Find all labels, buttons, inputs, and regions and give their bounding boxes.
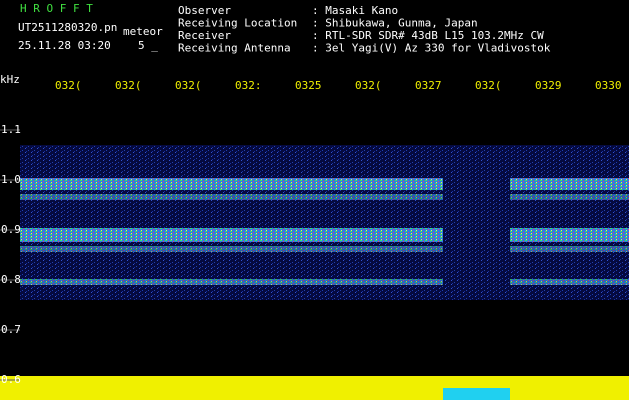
datetime: 25.11.28 03:20	[18, 39, 111, 52]
y-tick-label: 0.8	[1, 273, 21, 286]
field-label: Observer	[178, 4, 231, 17]
time-label: 0325	[295, 79, 322, 92]
time-label: 0330	[595, 79, 622, 92]
y-tick-label: 0.7	[1, 323, 21, 336]
time-label: 0329	[535, 79, 562, 92]
time-label: 032(	[355, 79, 382, 92]
signal-band	[510, 279, 629, 285]
app-name: H R O F F T	[20, 2, 93, 15]
kind: meteor	[123, 25, 163, 38]
time-label: 032(	[55, 79, 82, 92]
time-label: 032(	[115, 79, 142, 92]
y-tick-label: 0.9	[1, 223, 21, 236]
power-bar	[0, 376, 629, 400]
signal-band	[20, 194, 443, 200]
header: H R O F F T UT2511280320.pn meteor 25.11…	[18, 2, 163, 52]
signal-band	[510, 246, 629, 252]
y-axis-label: kHz	[0, 73, 20, 86]
field-value: : RTL-SDR SDR# 43dB L15 103.2MHz CW	[312, 29, 544, 42]
signal-band	[20, 228, 443, 242]
signal-band	[510, 178, 629, 190]
signal-band	[510, 228, 629, 242]
file-name: UT2511280320.pn	[18, 21, 117, 34]
field-value: : Shibukawa, Gunma, Japan	[312, 17, 478, 30]
y-tick-label: 0.6	[1, 373, 21, 386]
field-value: : 3el Yagi(V) Az 330 for Vladivostok	[312, 42, 551, 55]
time-label: 032:	[235, 79, 262, 92]
signal-band	[20, 279, 443, 285]
y-tick-label: 1.0	[1, 173, 21, 186]
time-label: 032(	[475, 79, 502, 92]
field-label: Receiver	[178, 29, 231, 42]
y-tick-label: 1.1	[1, 123, 21, 136]
field-label: Receiving Antenna	[178, 42, 291, 55]
power-bar-low	[443, 388, 510, 400]
signal-band	[20, 178, 443, 190]
count: 5 _	[138, 39, 158, 52]
time-label: 032(	[175, 79, 202, 92]
spectrogram	[0, 145, 629, 400]
noise-floor	[20, 145, 629, 300]
signal-band	[20, 246, 443, 252]
field-label: Receiving Location	[178, 17, 297, 30]
field-value: : Masaki Kano	[312, 4, 398, 17]
time-label: 0327	[415, 79, 442, 92]
signal-band	[510, 194, 629, 200]
